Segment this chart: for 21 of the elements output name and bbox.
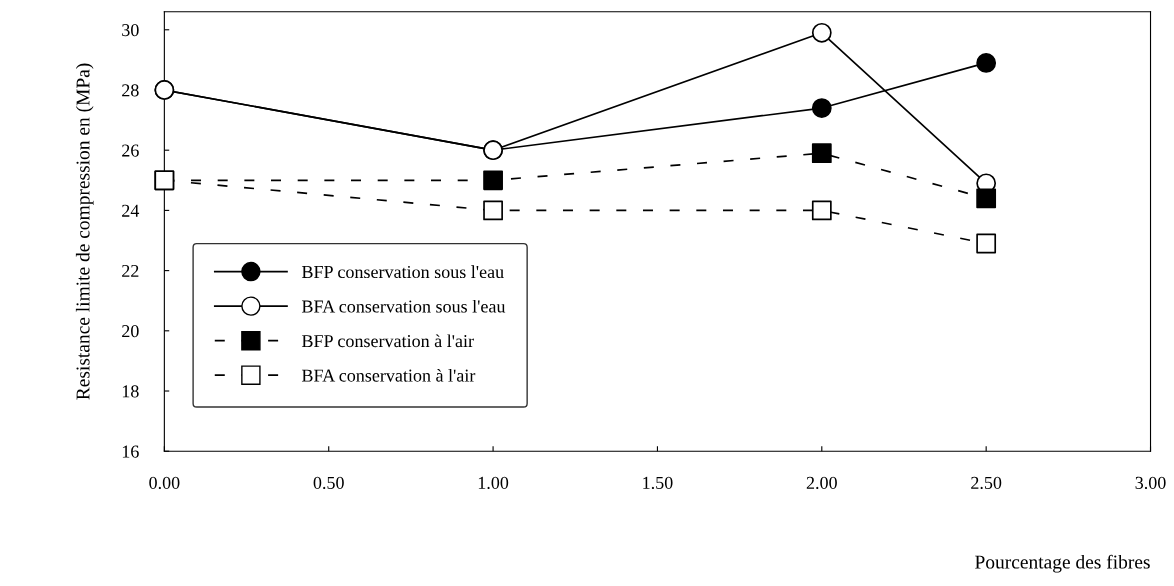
y-axis-title: Resistance limite de compression en (MPa) (75, 63, 94, 400)
x-tick-label: 0.50 (313, 476, 344, 490)
x-tick-label: 1.00 (478, 476, 509, 490)
y-tick-label: 22 (122, 264, 139, 277)
y-tick-label: 18 (122, 385, 139, 398)
x-tick-label: 2.50 (971, 476, 1002, 490)
y-tick-label: 24 (122, 204, 140, 217)
y-tick-label: 28 (122, 84, 139, 97)
y-tick-label: 30 (122, 24, 139, 37)
x-axis-title: Pourcentage des fibres (975, 554, 1150, 573)
legend-label: BFA conservation sous l'eau (301, 299, 506, 313)
y-tick-label: 20 (122, 325, 139, 338)
legend-label: BFP conservation sous l'eau (301, 265, 504, 279)
x-tick-label: 2.00 (806, 476, 837, 490)
legend-label: BFP conservation à l'air (301, 334, 474, 348)
x-tick-label: 0.00 (149, 476, 180, 490)
legend-label: BFA conservation à l'air (301, 368, 476, 382)
x-tick-label: 1.50 (643, 476, 673, 490)
y-tick-label: 16 (122, 445, 139, 458)
y-tick-label: 26 (122, 144, 139, 157)
x-tick-label: 3.00 (1135, 476, 1166, 490)
